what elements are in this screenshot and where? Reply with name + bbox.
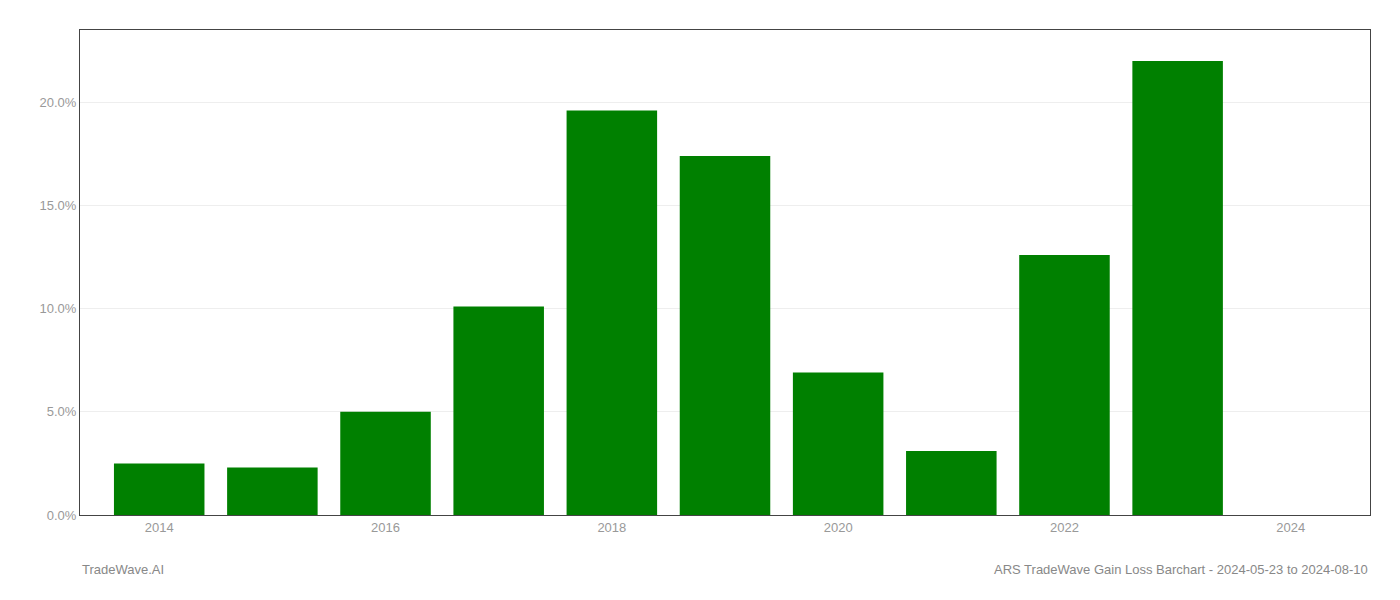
svg-text:15.0%: 15.0% <box>40 198 77 213</box>
svg-text:0.0%: 0.0% <box>47 508 77 523</box>
svg-text:10.0%: 10.0% <box>40 301 77 316</box>
svg-text:ARS TradeWave Gain Loss Barcha: ARS TradeWave Gain Loss Barchart - 2024-… <box>994 562 1368 577</box>
svg-text:2020: 2020 <box>824 520 853 535</box>
svg-text:TradeWave.AI: TradeWave.AI <box>82 562 164 577</box>
svg-text:2016: 2016 <box>371 520 400 535</box>
svg-text:2022: 2022 <box>1050 520 1079 535</box>
svg-text:20.0%: 20.0% <box>40 95 77 110</box>
svg-text:2024: 2024 <box>1276 520 1305 535</box>
svg-text:2014: 2014 <box>145 520 174 535</box>
svg-text:2018: 2018 <box>597 520 626 535</box>
svg-text:5.0%: 5.0% <box>47 404 77 419</box>
